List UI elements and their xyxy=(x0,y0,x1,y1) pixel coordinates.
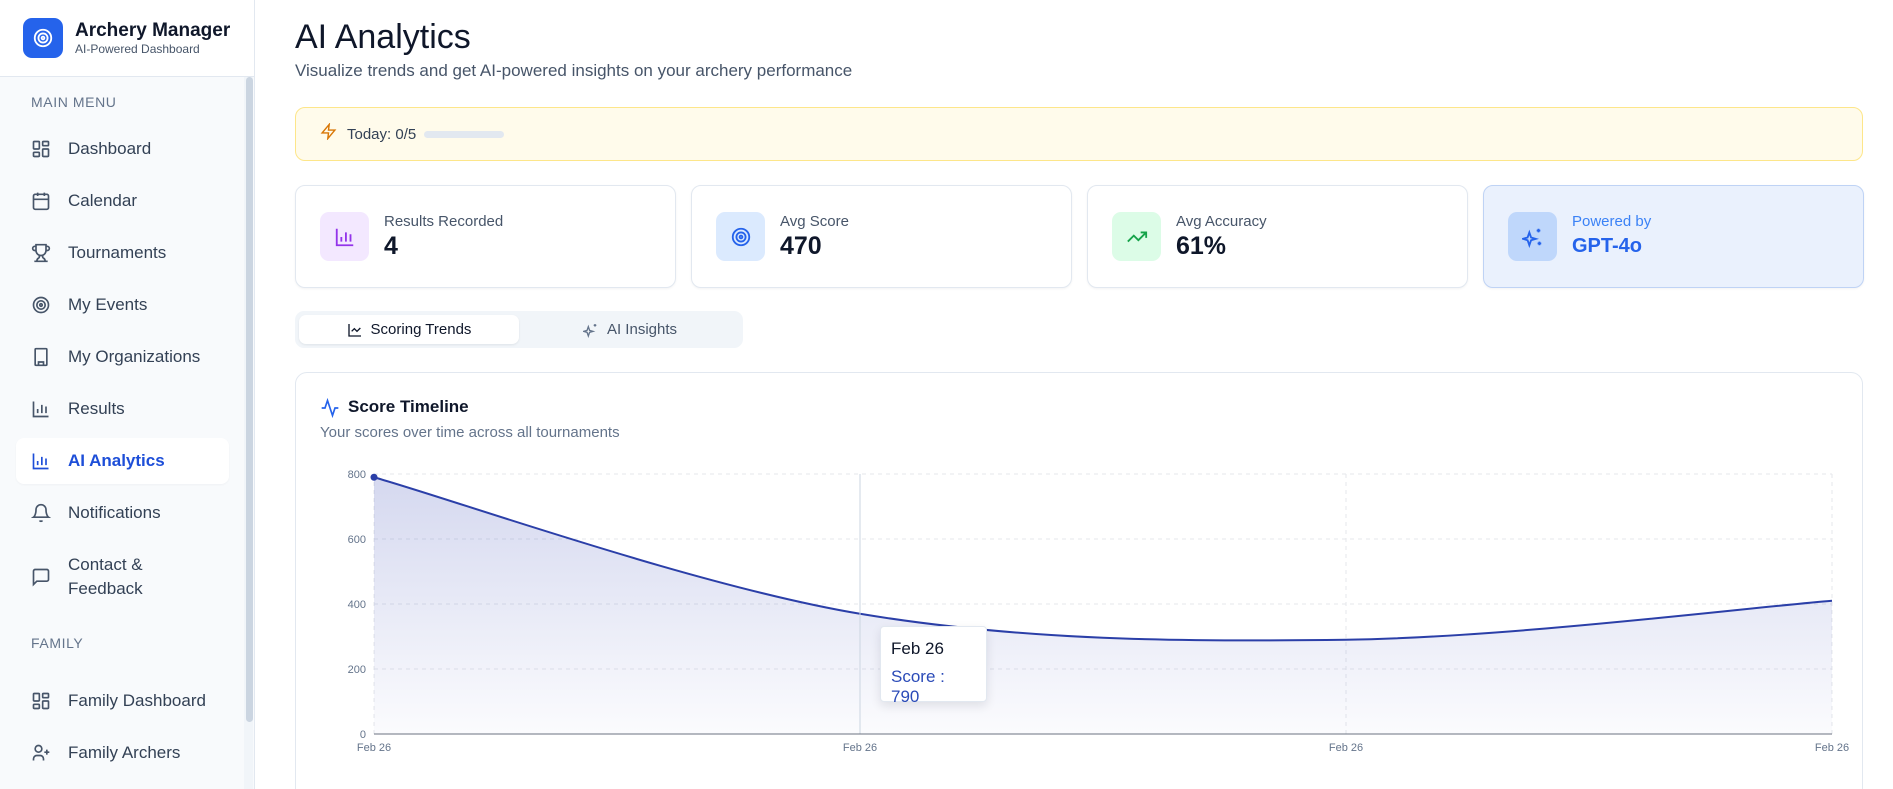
calendar-icon xyxy=(31,191,51,211)
stat-label: Powered by xyxy=(1572,212,1652,230)
dashboard-icon xyxy=(31,139,51,159)
sidebar-scroll-thumb[interactable] xyxy=(246,77,253,722)
sidebar-item-my-organizations[interactable]: My Organizations xyxy=(16,334,229,380)
building-icon xyxy=(31,347,51,367)
sidebar-item-family-dashboard[interactable]: Family Dashboard xyxy=(16,678,229,724)
sidebar-item-family-archers[interactable]: Family Archers xyxy=(16,730,229,776)
target-icon xyxy=(716,212,765,261)
line-chart-icon xyxy=(347,323,361,337)
bar-chart-icon xyxy=(320,212,369,261)
bar-chart-icon xyxy=(31,399,51,419)
usage-text: Today: 0/5 xyxy=(347,125,417,143)
y-tick-label: 600 xyxy=(348,534,366,546)
family-label: FAMILY xyxy=(31,635,84,651)
sidebar-item-my-events[interactable]: My Events xyxy=(16,282,229,328)
trophy-icon xyxy=(31,243,51,263)
y-tick-label: 400 xyxy=(348,599,366,611)
sidebar-item-calendar[interactable]: Calendar xyxy=(16,178,229,224)
sidebar: Archery Manager AI-Powered Dashboard MAI… xyxy=(0,0,255,789)
stat-card-powered-by: Powered by GPT-4o xyxy=(1483,185,1864,288)
lightning-icon xyxy=(320,122,337,145)
score-timeline-card: Score Timeline Your scores over time acr… xyxy=(295,372,1863,789)
app-title: Archery Manager xyxy=(75,20,231,41)
stat-card-avg-accuracy: Avg Accuracy 61% xyxy=(1087,185,1468,288)
y-tick-label: 800 xyxy=(348,469,366,481)
sidebar-item-label: Tournaments xyxy=(68,243,167,262)
page-title: AI Analytics xyxy=(295,18,471,56)
target-icon xyxy=(31,295,51,315)
stat-card-results: Results Recorded 4 xyxy=(295,185,676,288)
activity-icon xyxy=(321,398,339,418)
stat-card-avg-score: Avg Score 470 xyxy=(691,185,1072,288)
sidebar-item-tournaments[interactable]: Tournaments xyxy=(16,230,229,276)
tab-label: AI Insights xyxy=(606,321,678,338)
stat-label: Avg Accuracy xyxy=(1176,212,1267,230)
chart-subtitle: Your scores over time across all tournam… xyxy=(320,424,620,441)
x-tick-label: Feb 26 xyxy=(1329,742,1363,754)
sidebar-item-label: Calendar xyxy=(68,191,137,210)
message-icon xyxy=(31,567,51,587)
tab-ai-insights[interactable]: AI Insights xyxy=(521,315,739,344)
sidebar-item-label: Dashboard xyxy=(68,139,152,158)
target-icon xyxy=(23,18,63,58)
sparkles-icon xyxy=(1508,212,1557,261)
x-tick-label: Feb 26 xyxy=(1815,742,1849,754)
x-tick-label: Feb 26 xyxy=(843,742,877,754)
stat-value: 61% xyxy=(1176,231,1227,260)
sidebar-item-label: Notifications xyxy=(68,503,161,522)
data-point xyxy=(370,473,378,481)
sidebar-item-label: AI Analytics xyxy=(68,451,165,470)
analytics-tabs: Scoring Trends AI Insights xyxy=(295,311,743,348)
dashboard-icon xyxy=(31,691,51,711)
trending-up-icon xyxy=(1112,212,1161,261)
sidebar-item-label: My Events xyxy=(68,295,148,314)
y-tick-label: 0 xyxy=(360,729,366,741)
tab-label: Scoring Trends xyxy=(370,321,472,338)
stat-value: GPT-4o xyxy=(1572,234,1643,257)
sidebar-item-label: Family Dashboard xyxy=(68,691,206,710)
stat-label: Avg Score xyxy=(780,212,849,230)
area-fill xyxy=(374,477,1832,734)
x-tick-label: Feb 26 xyxy=(357,742,391,754)
sidebar-item-label: Results xyxy=(68,399,125,418)
stat-value: 4 xyxy=(384,231,398,260)
app-subtitle: AI-Powered Dashboard xyxy=(75,42,200,56)
chart-tooltip: Feb 26 Score : 790 xyxy=(880,626,987,706)
sidebar-item-label: Family Archers xyxy=(68,743,181,762)
sidebar-item-notifications[interactable]: Notifications xyxy=(16,490,229,536)
main-menu-label: MAIN MENU xyxy=(31,94,117,110)
stat-label: Results Recorded xyxy=(384,212,504,230)
bar-chart-icon xyxy=(31,451,51,471)
tooltip-date: Feb 26 xyxy=(891,639,944,658)
sidebar-item-ai-analytics[interactable]: AI Analytics xyxy=(16,438,229,484)
tooltip-score: Score : 790 xyxy=(891,667,945,706)
score-timeline-chart[interactable]: 0 200 400 600 800 Feb 26 Feb 26 Feb 26 Feb 26 xyxy=(296,373,1862,789)
sidebar-item-label: My Organizations xyxy=(68,347,201,366)
user-plus-icon xyxy=(31,743,51,763)
page-subtitle: Visualize trends and get AI-powered insi… xyxy=(295,61,853,80)
usage-progress-bar xyxy=(424,130,505,138)
sidebar-item-dashboard[interactable]: Dashboard xyxy=(16,126,229,172)
y-tick-label: 200 xyxy=(348,664,366,676)
brand[interactable]: Archery Manager AI-Powered Dashboard xyxy=(0,0,254,77)
chart-title: Score Timeline xyxy=(348,397,469,416)
stat-value: 470 xyxy=(780,231,822,260)
sidebar-item-contact-feedback[interactable]: Contact & Feedback xyxy=(16,552,229,602)
sidebar-item-results[interactable]: Results xyxy=(16,386,229,432)
sidebar-item-label: Contact & Feedback xyxy=(68,555,143,598)
sparkles-icon xyxy=(582,323,597,338)
usage-banner: Today: 0/5 xyxy=(295,107,1863,161)
bell-icon xyxy=(31,503,51,523)
series-line xyxy=(373,476,1833,642)
tab-scoring-trends[interactable]: Scoring Trends xyxy=(299,315,519,344)
